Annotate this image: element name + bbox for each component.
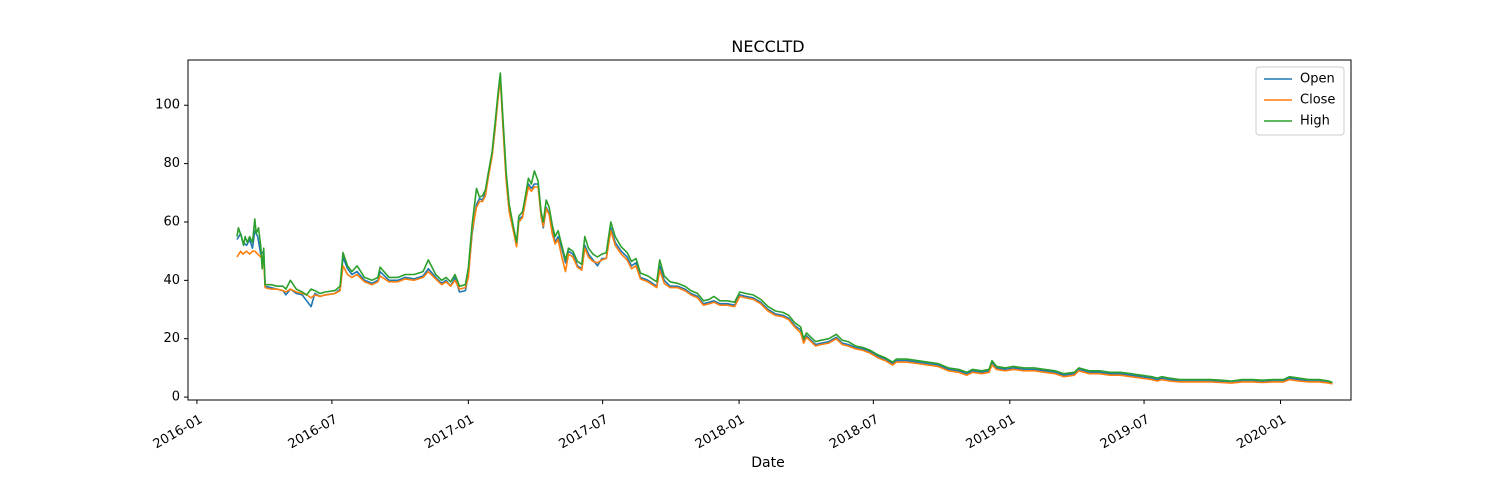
chart-title: NECCLTD	[731, 37, 804, 56]
y-tick-label: 100	[155, 98, 180, 113]
y-tick-label: 40	[163, 273, 180, 288]
plot-frame	[187, 59, 1352, 401]
legend-label-high: High	[1300, 114, 1330, 129]
x-axis-title: Date	[751, 455, 784, 471]
series-line-high	[236, 72, 1333, 384]
y-tick-label: 80	[163, 156, 180, 171]
legend-label-close: Close	[1300, 93, 1335, 108]
y-tick-label: 0	[172, 390, 180, 405]
series-line-close	[236, 76, 1333, 385]
series-line-open	[236, 75, 1333, 384]
y-tick-label: 20	[163, 331, 180, 346]
legend: Open Close High	[1255, 66, 1345, 136]
legend-label-open: Open	[1300, 72, 1335, 87]
legend-box	[1255, 66, 1345, 136]
y-axis: 0 20 40 60 80 100	[155, 98, 188, 405]
y-tick-label: 60	[163, 214, 180, 229]
series-layer	[236, 72, 1333, 385]
